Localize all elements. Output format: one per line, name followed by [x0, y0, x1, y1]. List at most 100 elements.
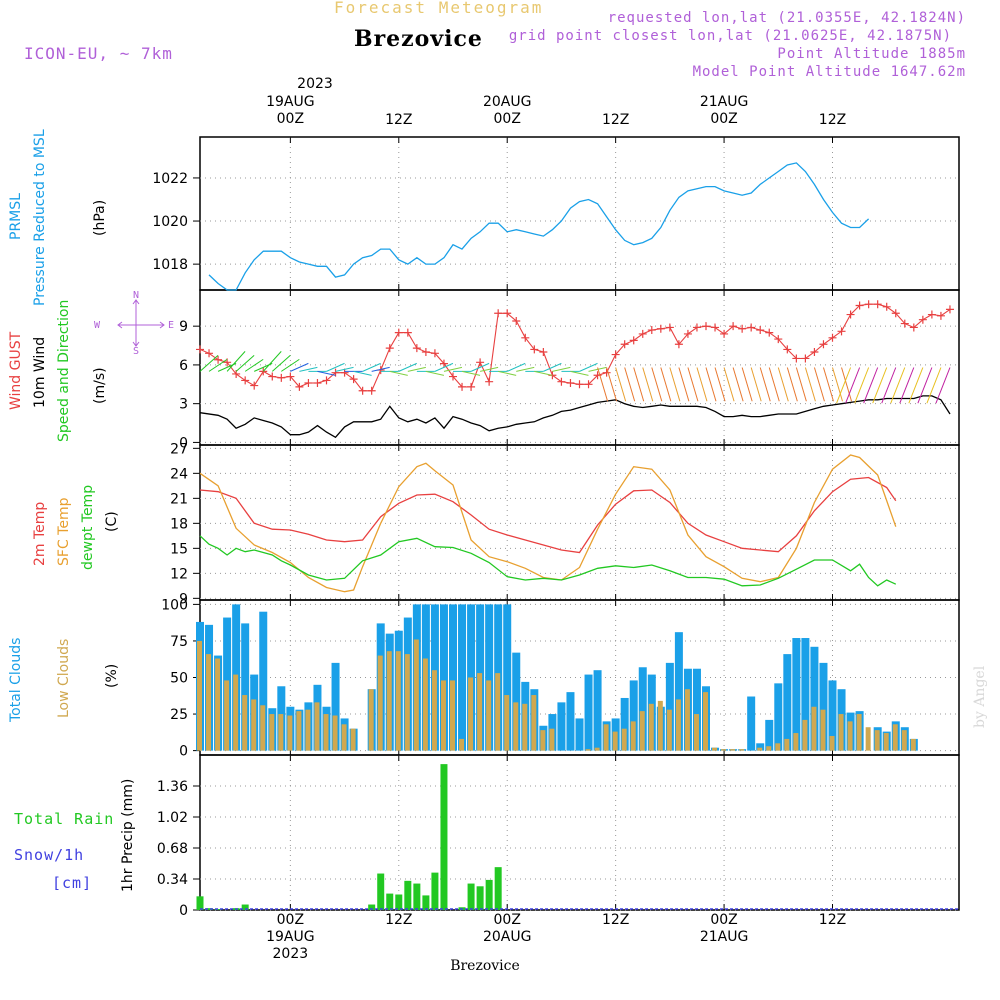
- wind-direction-arrow: [813, 367, 825, 402]
- low-cloud-bar: [621, 728, 627, 751]
- wind-gust-marker: [810, 348, 819, 356]
- wind-direction-arrow: [461, 370, 481, 376]
- wind-direction-arrow: [317, 370, 336, 376]
- wind-direction-arrow: [588, 366, 607, 372]
- total-cloud-bar: [575, 718, 584, 751]
- low-cloud-bar: [450, 680, 455, 751]
- wind-direction-arrow: [235, 355, 255, 372]
- wind-direction-arrow: [443, 366, 463, 372]
- total-cloud-bar: [828, 680, 837, 751]
- wind-gust-marker: [774, 335, 783, 344]
- wind-direction-arrow: [226, 351, 246, 372]
- wind-direction-arrow: [750, 367, 762, 402]
- wind-gust-marker: [747, 323, 756, 332]
- wind-direction-arrow: [335, 366, 354, 372]
- wind-gust-marker: [476, 358, 485, 367]
- wind-direction-arrow: [371, 366, 390, 372]
- low-cloud-bar: [802, 719, 808, 751]
- wind-gust-marker: [692, 323, 701, 332]
- wind-gust-marker: [909, 323, 918, 332]
- top-axis-label-line: 00Z: [710, 111, 738, 127]
- wind-direction-arrow: [389, 370, 408, 376]
- low-cloud-bar: [639, 711, 645, 751]
- y-tick-label: 0: [179, 744, 188, 760]
- wind-direction-arrow: [660, 367, 672, 402]
- y-tick-label: 1022: [152, 171, 188, 187]
- wind-direction-arrow: [208, 358, 228, 372]
- wind-gust-marker: [277, 373, 286, 382]
- total-cloud-bar: [774, 683, 783, 751]
- bottom-axis-label-line: 19AUG: [266, 929, 315, 945]
- panel-frame-wind: [199, 289, 960, 446]
- wind-direction-arrow: [741, 367, 753, 402]
- wind-direction-arrow: [917, 367, 933, 404]
- panel-frame-precipitation: [199, 754, 960, 911]
- rain-bar: [205, 908, 213, 910]
- low-cloud-bar: [422, 658, 428, 751]
- wind-direction-arrow: [678, 367, 690, 402]
- wind-direction-arrow: [597, 367, 609, 402]
- compass-rose-icon: [117, 299, 165, 347]
- low-cloud-bar: [775, 743, 781, 751]
- wind-gust-marker: [756, 326, 765, 335]
- low-cloud-bar: [440, 680, 446, 751]
- total-cloud-bar: [593, 670, 602, 751]
- wind-gust-marker: [539, 348, 548, 356]
- total-cloud-bar: [259, 611, 268, 751]
- wind-direction-arrow: [759, 367, 771, 402]
- low-cloud-bar: [395, 651, 401, 751]
- bottom-axis-label-line: 20AUG: [482, 929, 532, 945]
- wind-gust-marker: [927, 310, 936, 319]
- low-cloud-bar: [459, 738, 465, 751]
- wind-gust-marker: [286, 372, 295, 381]
- low-cloud-bar: [630, 721, 636, 751]
- rain-bar: [395, 894, 403, 910]
- low-cloud-bar: [296, 711, 302, 751]
- wind-gust-marker: [873, 300, 882, 309]
- wind-direction-arrow: [863, 367, 879, 404]
- total-cloud-bar: [485, 604, 494, 751]
- compass-north: N: [132, 290, 140, 301]
- wind-gust-marker: [882, 302, 891, 311]
- wind-gust-marker: [629, 336, 638, 345]
- y-tick-label: 9: [179, 591, 188, 607]
- bottom-axis-label: 00Z 19AUG 2023: [250, 912, 330, 963]
- wind-direction-arrow: [353, 370, 372, 376]
- total-cloud-bar: [765, 719, 774, 751]
- y-tick-label: 0.68: [157, 841, 188, 857]
- y-tick-label: 75: [170, 634, 188, 650]
- chart-title: Forecast Meteogram: [334, 0, 544, 17]
- wind-gust-marker: [530, 345, 539, 354]
- low-cloud-bar: [386, 651, 392, 751]
- low-cloud-bar: [332, 715, 338, 751]
- bottom-station-name: Brezovice: [450, 958, 520, 974]
- total-cloud-bar: [503, 604, 512, 751]
- y-tick-label: 15: [170, 541, 188, 557]
- y-tick-label: 1020: [152, 214, 188, 230]
- wind-direction-arrow: [872, 367, 888, 404]
- station-name: Brezovice: [354, 26, 483, 52]
- top-axis-label: 20AUG 00Z: [467, 94, 547, 128]
- rain-bar: [413, 883, 421, 910]
- rain-bar: [422, 895, 430, 910]
- low-cloud-bar: [856, 714, 862, 751]
- low-cloud-bar: [910, 738, 916, 751]
- bottom-axis-label: 00Z 21AUG: [684, 912, 764, 946]
- low-cloud-bar: [278, 714, 284, 751]
- rain-bar: [467, 883, 475, 910]
- model-name: ICON-EU, ~ 7km: [24, 44, 173, 63]
- wind-direction-arrow: [854, 367, 870, 404]
- total-cloud-bar: [331, 662, 340, 751]
- rain-bar: [386, 893, 394, 910]
- low-cloud-bar: [874, 730, 880, 751]
- y-tick-label: 12: [170, 566, 188, 582]
- low-cloud-bar: [892, 724, 898, 751]
- wind-gust-marker: [720, 329, 729, 338]
- low-cloud-bar: [739, 749, 745, 751]
- bottom-axis-label-line: 12Z: [385, 912, 413, 928]
- wind-10m-line: [199, 395, 951, 439]
- y-tick-label: 50: [170, 671, 188, 687]
- total-cloud-bar: [792, 638, 801, 751]
- low-cloud-bar: [377, 655, 383, 751]
